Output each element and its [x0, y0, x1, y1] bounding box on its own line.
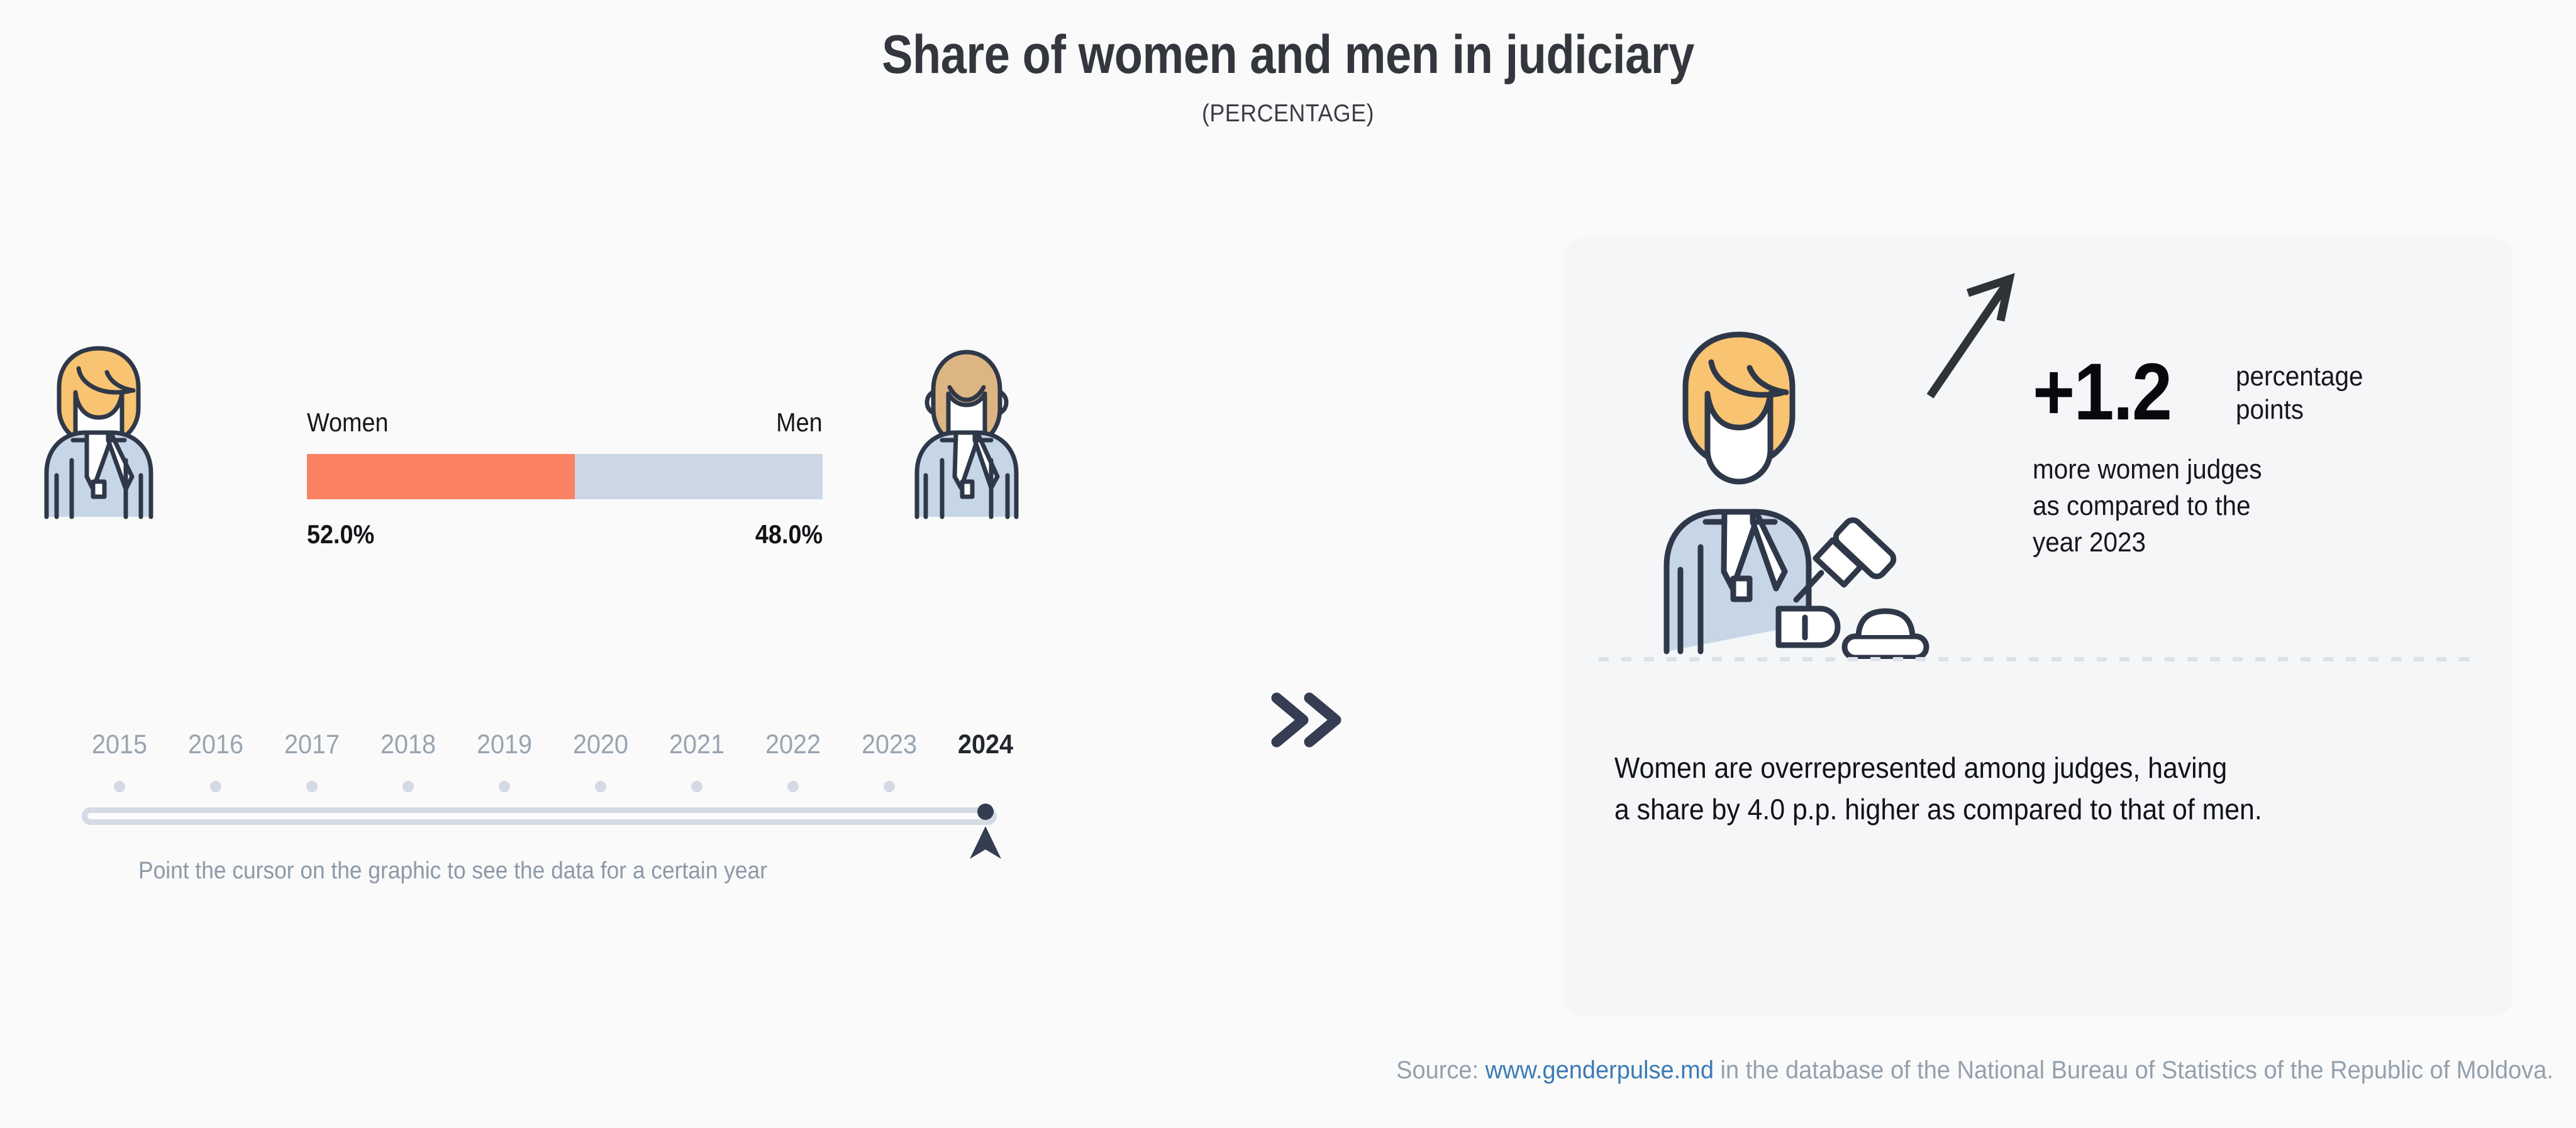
men-bar-segment[interactable]	[575, 454, 823, 499]
double-chevron-glyph	[1271, 692, 1341, 748]
year-dots	[82, 777, 1013, 802]
year-label-2018[interactable]: 2018	[380, 729, 436, 760]
year-dot-2016[interactable]	[210, 781, 221, 792]
slider-track-row[interactable]	[82, 802, 1013, 859]
stat-desc-line2: as compared to the	[2033, 490, 2251, 522]
cursor-arrow-icon[interactable]	[965, 804, 1006, 861]
year-dot-2023[interactable]	[884, 781, 895, 792]
page-title: Share of women and men in judiciary	[882, 25, 1694, 85]
chart-section: Women Men 52.0% 48.0%	[0, 207, 1509, 899]
year-label-2016[interactable]: 2016	[187, 729, 244, 760]
year-timeline-slider[interactable]: 2015 2016 2017 2018 2019 2020 2021 2022 2023 2024…	[82, 729, 1013, 885]
stat-desc-line3: year 2023	[2033, 527, 2146, 558]
women-bar-segment[interactable]	[307, 454, 575, 499]
bar-labels: Women Men	[307, 407, 823, 440]
women-value: 52.0%	[307, 519, 375, 549]
year-dot-2015[interactable]	[114, 781, 125, 792]
chevron-right-double-icon	[1264, 685, 1346, 758]
year-label-2021[interactable]: 2021	[669, 729, 725, 760]
source-link[interactable]: www.genderpulse.md	[1485, 1056, 1714, 1084]
men-label: Men	[776, 407, 823, 437]
panel-note-line1: Women are overrepresented among judges, …	[1614, 751, 2228, 784]
page-subtitle: (PERCENTAGE)	[1202, 100, 1374, 127]
arrow-up-right-glyph	[1926, 273, 2015, 399]
slider-cursor-handle[interactable]	[965, 804, 1006, 865]
year-label-2015[interactable]: 2015	[91, 729, 148, 760]
year-dot-2020[interactable]	[595, 781, 606, 792]
panel-note-line2: a share by 4.0 p.p. higher as compared t…	[1614, 793, 2262, 826]
panel-note: Women are overrepresented among judges, …	[1614, 747, 2410, 830]
woman-judge-gavel-illustration	[1655, 307, 2039, 662]
panel-divider	[1599, 657, 2479, 661]
women-label: Women	[307, 407, 389, 437]
highlight-panel: +1.2 percentage points more women judges…	[1564, 238, 2512, 1016]
men-value: 48.0%	[755, 519, 823, 549]
year-dot-2017[interactable]	[306, 781, 318, 792]
source-suffix: in the database of the National Bureau o…	[1713, 1056, 2553, 1084]
year-dot-2018[interactable]	[402, 781, 414, 792]
stat-unit-line2: points	[2235, 394, 2304, 425]
year-label-2024[interactable]: 2024	[957, 729, 1014, 760]
stat-unit: percentage points	[2236, 360, 2363, 427]
bar-values: 52.0% 48.0%	[307, 519, 823, 555]
year-label-2019[interactable]: 2019	[476, 729, 533, 760]
stat-unit-line1: percentage	[2235, 361, 2363, 392]
source-prefix: Source:	[1396, 1056, 1485, 1084]
man-judge-icon	[914, 350, 1019, 519]
stat-desc-line1: more women judges	[2033, 454, 2262, 485]
timeline-hint: Point the cursor on the graphic to see t…	[138, 858, 767, 884]
slider-track[interactable]	[82, 807, 997, 825]
header: Share of women and men in judiciary (PER…	[0, 0, 2576, 128]
trend-up-arrow-icon	[1916, 263, 2036, 411]
gender-share-bar: Women Men 52.0% 48.0%	[307, 407, 823, 555]
man-judge-figure	[901, 327, 1033, 525]
stacked-bar-track[interactable]	[307, 454, 823, 499]
year-dot-2019[interactable]	[499, 781, 510, 792]
year-label-2020[interactable]: 2020	[572, 729, 629, 760]
woman-judge-figure	[33, 327, 165, 525]
judge-with-gavel-icon	[1663, 331, 1929, 661]
woman-judge-icon	[44, 346, 153, 519]
stat-row: +1.2 percentage points	[2033, 347, 2374, 437]
year-dot-2022[interactable]	[787, 781, 799, 792]
year-dot-2021[interactable]	[691, 781, 702, 792]
year-labels: 2015 2016 2017 2018 2019 2020 2021 2022 2023 2024	[82, 729, 1013, 768]
source-footer: Source: www.genderpulse.md in the databa…	[128, 1056, 2553, 1085]
year-label-2023[interactable]: 2023	[861, 729, 918, 760]
stat-number: +1.2	[2033, 347, 2172, 437]
stat-description: more women judges as compared to the yea…	[2033, 451, 2262, 561]
year-label-2022[interactable]: 2022	[765, 729, 821, 760]
year-label-2017[interactable]: 2017	[284, 729, 340, 760]
